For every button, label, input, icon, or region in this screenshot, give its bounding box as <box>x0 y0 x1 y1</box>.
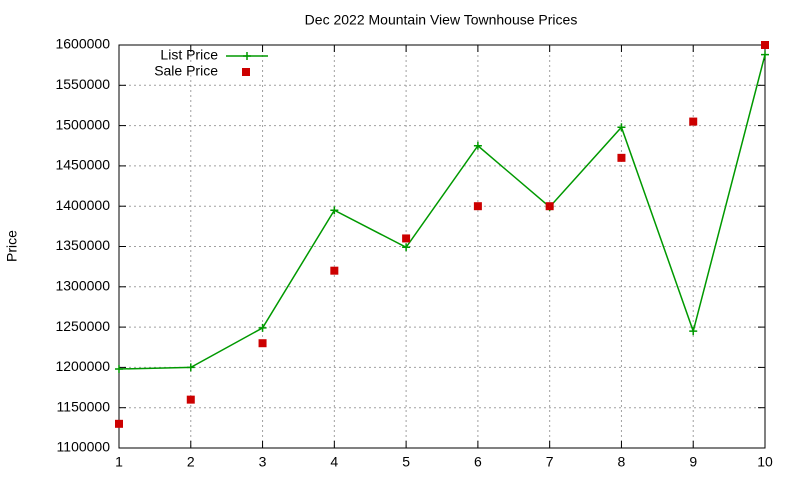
point <box>545 202 554 211</box>
y-tick-label: 1300000 <box>55 278 110 294</box>
point <box>258 323 267 332</box>
x-tick-label: 3 <box>259 454 267 470</box>
point <box>689 327 698 336</box>
point <box>258 339 267 348</box>
y-tick-label: 1100000 <box>57 439 111 455</box>
y-tick-label: 1450000 <box>55 157 110 173</box>
x-tick-label: 8 <box>618 454 626 470</box>
y-tick-label: 1150000 <box>57 398 111 414</box>
legend-marker <box>242 68 250 76</box>
point <box>115 365 123 374</box>
series-line <box>118 54 766 370</box>
x-tick-label: 10 <box>757 454 773 470</box>
x-tick-label: 5 <box>402 454 410 470</box>
point <box>186 395 195 404</box>
point <box>689 117 698 126</box>
legend-label: List Price <box>160 47 218 63</box>
point <box>115 419 123 428</box>
y-tick-label: 1400000 <box>55 197 110 213</box>
y-tick-label: 1250000 <box>55 318 110 334</box>
x-tick-label: 6 <box>474 454 482 470</box>
y-tick-label: 1600000 <box>55 36 110 52</box>
y-tick-label: 1500000 <box>55 116 110 132</box>
point <box>473 141 482 150</box>
y-axis-label: Price <box>4 230 20 262</box>
point <box>473 202 482 211</box>
x-tick-label: 1 <box>115 454 123 470</box>
x-tick-label: 7 <box>546 454 554 470</box>
y-tick-label: 1550000 <box>55 76 110 92</box>
legend-marker <box>243 52 251 60</box>
point <box>617 123 626 132</box>
point <box>761 41 769 49</box>
point <box>402 243 411 252</box>
x-tick-label: 9 <box>689 454 697 470</box>
point <box>186 363 195 372</box>
point <box>330 206 339 215</box>
x-tick-label: 2 <box>187 454 195 470</box>
point <box>617 153 626 162</box>
y-tick-label: 1200000 <box>55 358 110 374</box>
chart-title: Dec 2022 Mountain View Townhouse Prices <box>305 12 578 28</box>
y-tick-label: 1350000 <box>55 237 110 253</box>
x-tick-label: 4 <box>330 454 338 470</box>
legend-label: Sale Price <box>154 63 218 79</box>
point <box>402 234 411 243</box>
point <box>761 50 769 59</box>
point <box>330 266 339 275</box>
